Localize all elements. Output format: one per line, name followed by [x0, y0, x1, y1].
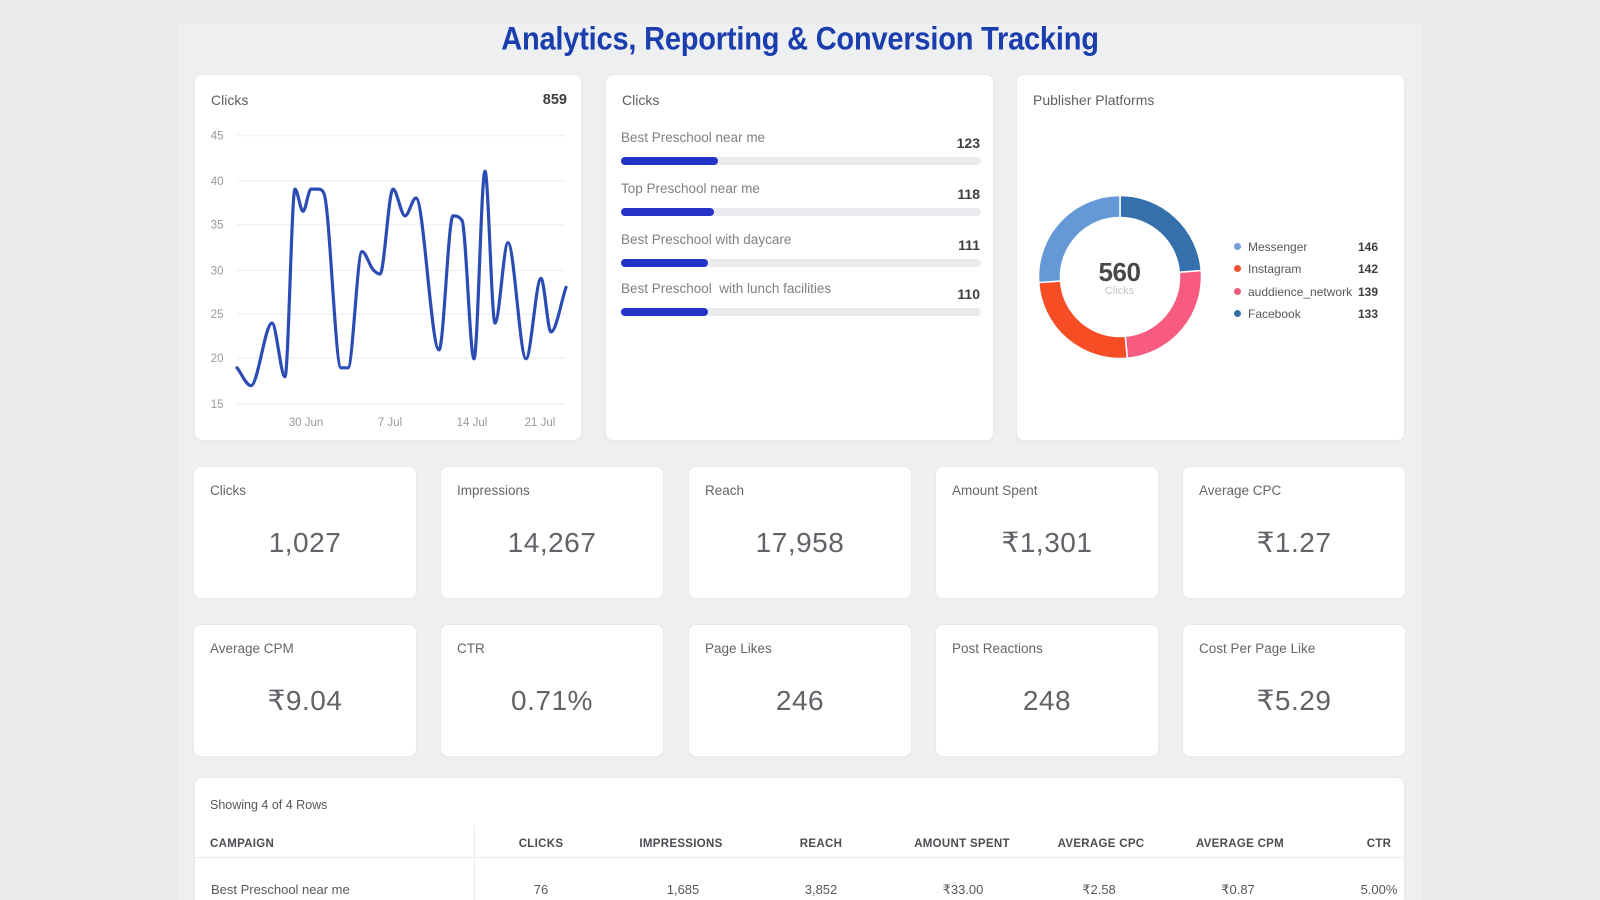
svg-text:15: 15 [211, 399, 224, 411]
svg-text:30 Jun: 30 Jun [289, 417, 324, 429]
svg-text:25: 25 [211, 309, 224, 321]
svg-text:20: 20 [211, 353, 224, 365]
svg-text:14 Jul: 14 Jul [457, 417, 488, 429]
svg-text:40: 40 [211, 176, 224, 188]
svg-text:7 Jul: 7 Jul [378, 417, 402, 429]
svg-text:30: 30 [211, 266, 224, 278]
svg-text:45: 45 [211, 131, 224, 143]
svg-text:35: 35 [211, 220, 224, 232]
svg-text:21 Jul: 21 Jul [525, 417, 556, 429]
